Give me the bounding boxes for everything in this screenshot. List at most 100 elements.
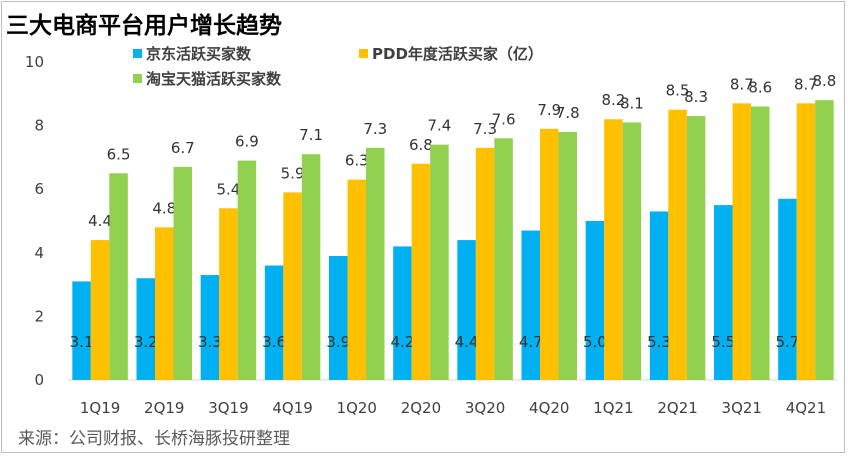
bar-pdd bbox=[668, 109, 687, 380]
bar-jd bbox=[585, 221, 605, 380]
data-label: 4.2 bbox=[390, 333, 414, 351]
bar-taobao bbox=[301, 154, 321, 380]
legend-label: 京东活跃买家数 bbox=[146, 45, 252, 63]
bar-taobao bbox=[751, 106, 770, 381]
data-label: 8.2 bbox=[601, 91, 625, 109]
bar-taobao bbox=[430, 144, 449, 380]
data-label: 4.7 bbox=[519, 333, 543, 351]
y-tick-label: 2 bbox=[34, 307, 44, 325]
bar-jd bbox=[136, 278, 155, 380]
bar-pdd bbox=[732, 103, 751, 380]
bar-jd bbox=[200, 275, 220, 380]
legend-swatch bbox=[133, 49, 142, 58]
y-tick-label: 0 bbox=[34, 371, 44, 389]
bar-jd bbox=[778, 198, 797, 380]
data-label: 7.1 bbox=[299, 126, 323, 144]
data-label: 5.0 bbox=[583, 333, 607, 351]
legend-swatch bbox=[359, 49, 368, 58]
data-label: 8.1 bbox=[620, 94, 644, 112]
data-label: 3.9 bbox=[326, 333, 350, 351]
data-label: 7.3 bbox=[473, 120, 497, 138]
bar-taobao bbox=[558, 131, 577, 380]
data-label: 4.4 bbox=[88, 212, 112, 230]
bar-pdd bbox=[475, 147, 495, 380]
x-tick-label: 2Q20 bbox=[401, 399, 441, 417]
bar-taobao bbox=[494, 138, 513, 380]
y-tick-label: 8 bbox=[34, 117, 44, 135]
bar-taobao bbox=[622, 122, 642, 381]
data-label: 8.8 bbox=[812, 72, 836, 90]
data-label: 3.6 bbox=[262, 333, 286, 351]
bar-pdd bbox=[796, 103, 816, 380]
bar-pdd bbox=[90, 240, 110, 380]
data-label: 7.4 bbox=[427, 117, 451, 135]
bar-pdd bbox=[347, 179, 366, 380]
legend-label: PDD年度活跃买家（亿） bbox=[372, 45, 543, 63]
data-label: 5.3 bbox=[647, 333, 671, 351]
bar-pdd bbox=[540, 128, 559, 380]
bar-taobao bbox=[173, 166, 192, 380]
bar-jd bbox=[649, 211, 669, 380]
data-label: 5.4 bbox=[216, 180, 240, 198]
legend-label: 淘宝天猫活跃买家数 bbox=[145, 70, 282, 88]
bar-taobao bbox=[109, 173, 128, 380]
data-label: 8.7 bbox=[730, 75, 754, 93]
data-label: 4.4 bbox=[455, 333, 479, 351]
x-tick-label: 3Q20 bbox=[465, 399, 505, 417]
data-label: 6.9 bbox=[235, 133, 259, 151]
data-label: 5.9 bbox=[281, 164, 305, 182]
data-label: 5.7 bbox=[775, 333, 799, 351]
data-label: 7.3 bbox=[363, 120, 387, 138]
x-tick-label: 3Q21 bbox=[722, 399, 762, 417]
bar-pdd bbox=[283, 192, 302, 380]
bar-taobao bbox=[237, 160, 257, 380]
x-tick-label: 2Q19 bbox=[144, 399, 184, 417]
data-label: 7.8 bbox=[556, 104, 580, 122]
data-label: 8.5 bbox=[666, 82, 690, 100]
y-tick-label: 10 bbox=[25, 53, 44, 71]
bar-jd bbox=[72, 281, 91, 380]
legend-swatch bbox=[133, 74, 142, 83]
bar-jd bbox=[393, 246, 412, 380]
data-label: 3.3 bbox=[198, 333, 222, 351]
x-tick-label: 4Q21 bbox=[786, 399, 826, 417]
data-label: 8.6 bbox=[748, 79, 772, 97]
bar-taobao bbox=[815, 100, 834, 380]
bar-jd bbox=[457, 240, 476, 380]
x-tick-label: 4Q19 bbox=[272, 399, 312, 417]
data-label: 5.5 bbox=[711, 333, 735, 351]
data-label: 6.5 bbox=[107, 145, 131, 163]
bar-pdd bbox=[604, 119, 623, 381]
data-label: 8.7 bbox=[794, 75, 818, 93]
x-tick-label: 3Q19 bbox=[208, 399, 248, 417]
data-label: 7.9 bbox=[537, 101, 561, 119]
bar-jd bbox=[521, 230, 540, 380]
data-label: 3.2 bbox=[134, 333, 158, 351]
bar-taobao bbox=[366, 147, 385, 380]
bar-pdd bbox=[155, 227, 174, 380]
bar-jd bbox=[329, 255, 348, 380]
bar-jd bbox=[264, 265, 284, 380]
data-label: 6.8 bbox=[409, 136, 433, 154]
x-tick-label: 2Q21 bbox=[657, 399, 697, 417]
data-label: 4.8 bbox=[152, 199, 176, 217]
chart-title: 三大电商平台用户增长趋势 bbox=[6, 13, 282, 39]
bar-jd bbox=[714, 205, 733, 380]
x-tick-label: 1Q19 bbox=[80, 399, 120, 417]
bar-pdd bbox=[411, 163, 431, 380]
x-tick-label: 1Q20 bbox=[337, 399, 377, 417]
y-tick-label: 6 bbox=[34, 180, 44, 198]
data-label: 6.3 bbox=[345, 152, 369, 170]
y-tick-label: 4 bbox=[34, 244, 44, 262]
source-note: 来源：公司财报、长桥海豚投研整理 bbox=[18, 429, 290, 449]
bar-pdd bbox=[219, 208, 238, 380]
data-label: 8.3 bbox=[684, 88, 708, 106]
bar-taobao bbox=[686, 116, 706, 380]
data-label: 3.1 bbox=[70, 333, 94, 351]
x-tick-label: 4Q20 bbox=[529, 399, 569, 417]
x-tick-label: 1Q21 bbox=[593, 399, 633, 417]
data-label: 6.7 bbox=[171, 139, 195, 157]
data-label: 7.6 bbox=[492, 110, 516, 128]
